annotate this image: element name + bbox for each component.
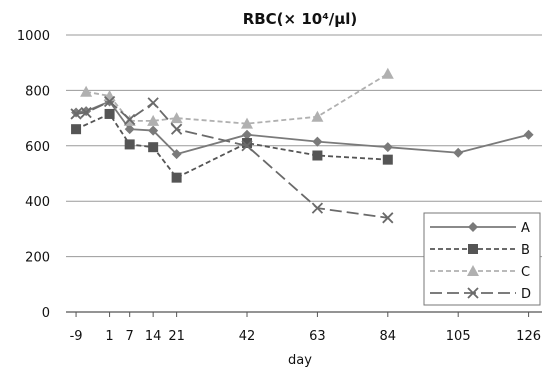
legend-label: A — [521, 221, 530, 236]
series-line — [75, 112, 388, 179]
data-point — [312, 136, 323, 147]
legend-marker — [468, 222, 478, 232]
data-point — [71, 107, 82, 118]
data-point — [148, 125, 159, 136]
data-point — [242, 138, 253, 149]
data-point — [103, 95, 116, 108]
legend-label: D — [521, 287, 531, 302]
data-point — [312, 150, 323, 161]
legend-box — [423, 212, 541, 306]
data-point — [171, 172, 182, 183]
data-point — [71, 124, 82, 135]
legend-label: B — [521, 243, 530, 258]
data-point — [170, 112, 183, 124]
y-tick-label: 800 — [25, 84, 50, 99]
legend-marker — [467, 265, 479, 276]
data-point — [311, 202, 324, 214]
data-point — [124, 139, 135, 150]
series-B — [71, 108, 393, 183]
x-tick-label: -9 — [70, 329, 83, 344]
data-point — [147, 114, 160, 126]
data-point — [147, 97, 159, 109]
x-tick-label: 126 — [516, 329, 541, 344]
x-tick-label: 14 — [145, 329, 162, 344]
series-lines — [70, 67, 534, 224]
data-point — [311, 110, 324, 122]
legend-item-A: A — [430, 221, 530, 236]
y-tick-labels: 0 200 400 600 800 1000 — [17, 29, 50, 321]
x-tick-label: 7 — [126, 329, 134, 344]
data-point — [148, 142, 159, 153]
x-tick-label: 63 — [309, 329, 326, 344]
x-tick-label: 21 — [168, 329, 185, 344]
x-tick-label: 105 — [446, 329, 471, 344]
data-point — [170, 123, 183, 135]
data-point — [381, 67, 394, 79]
data-point — [124, 113, 136, 126]
x-tick-label: 84 — [380, 329, 397, 344]
y-tick-label: 600 — [25, 140, 50, 155]
legend-item-D: D — [430, 287, 531, 302]
axes — [66, 311, 542, 317]
y-tick-label: 1000 — [17, 29, 50, 44]
series-A — [71, 96, 534, 160]
data-point — [382, 154, 393, 165]
legend-marker — [468, 244, 478, 254]
data-point — [81, 106, 92, 117]
data-point — [241, 117, 254, 129]
y-tick-label: 0 — [42, 306, 50, 321]
data-point — [382, 142, 393, 153]
data-point — [104, 108, 115, 119]
legend-marker — [467, 287, 479, 299]
data-point — [241, 140, 253, 152]
data-point — [382, 212, 394, 224]
y-tick-label: 400 — [25, 195, 50, 210]
data-point — [171, 149, 182, 160]
data-point — [523, 129, 534, 140]
series-D — [70, 95, 394, 224]
chart-title: RBC(× 10⁴/µl) — [243, 10, 358, 28]
series-line — [85, 73, 389, 125]
legend-item-B: B — [430, 243, 530, 258]
x-tick-label: 1 — [105, 329, 113, 344]
legend-item-C: C — [430, 265, 530, 280]
data-point — [70, 108, 82, 120]
data-point — [242, 129, 253, 140]
y-tick-label: 200 — [25, 251, 50, 266]
x-tick-label: 42 — [239, 329, 256, 344]
data-point — [80, 85, 93, 97]
series-C — [80, 67, 394, 129]
x-axis-label: day — [288, 353, 312, 368]
x-tick-labels: -9 1 7 14 21 42 63 84 105 126 — [70, 329, 541, 344]
data-point — [80, 106, 92, 119]
data-point — [453, 147, 464, 158]
legend-label: C — [521, 265, 530, 280]
data-point — [124, 124, 135, 135]
